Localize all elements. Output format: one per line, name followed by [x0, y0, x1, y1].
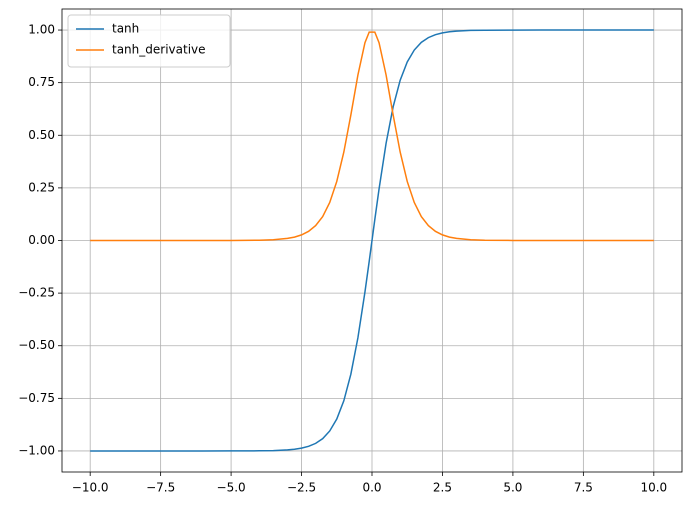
legend: tanh tanh_derivative [67, 14, 231, 68]
x-tick-label: −7.5 [146, 481, 175, 495]
y-tick-label: −0.50 [18, 338, 55, 352]
x-tick-label: 2.5 [433, 481, 452, 495]
y-tick-label: −0.25 [18, 286, 55, 300]
x-tick-label: −10.0 [72, 481, 109, 495]
x-tick-label: −5.0 [217, 481, 246, 495]
x-tick-label: 5.0 [503, 481, 522, 495]
y-tick-label: −0.75 [18, 391, 55, 405]
ticks: −10.0 −7.5 −5.0 −2.5 0.0 2.5 5.0 7.5 10.0 −1.00 −0… [18, 23, 667, 495]
legend-label: tanh [112, 22, 139, 36]
series-line [90, 29, 654, 452]
x-tick-label: 10.0 [640, 481, 667, 495]
x-tick-label: 0.0 [362, 481, 381, 495]
plot-lines [90, 29, 654, 452]
legend-box [67, 14, 231, 68]
x-tick-label: 7.5 [574, 481, 593, 495]
series-line [90, 31, 654, 242]
y-tick-label: 0.75 [28, 75, 55, 89]
y-tick-label: 0.00 [28, 233, 55, 247]
y-tick-label: −1.00 [18, 443, 55, 457]
y-tick-label: 0.50 [28, 128, 55, 142]
y-tick-label: 1.00 [28, 23, 55, 37]
x-tick-label: −2.5 [287, 481, 316, 495]
legend-label: tanh_derivative [112, 43, 206, 57]
y-tick-label: 0.25 [28, 180, 55, 194]
